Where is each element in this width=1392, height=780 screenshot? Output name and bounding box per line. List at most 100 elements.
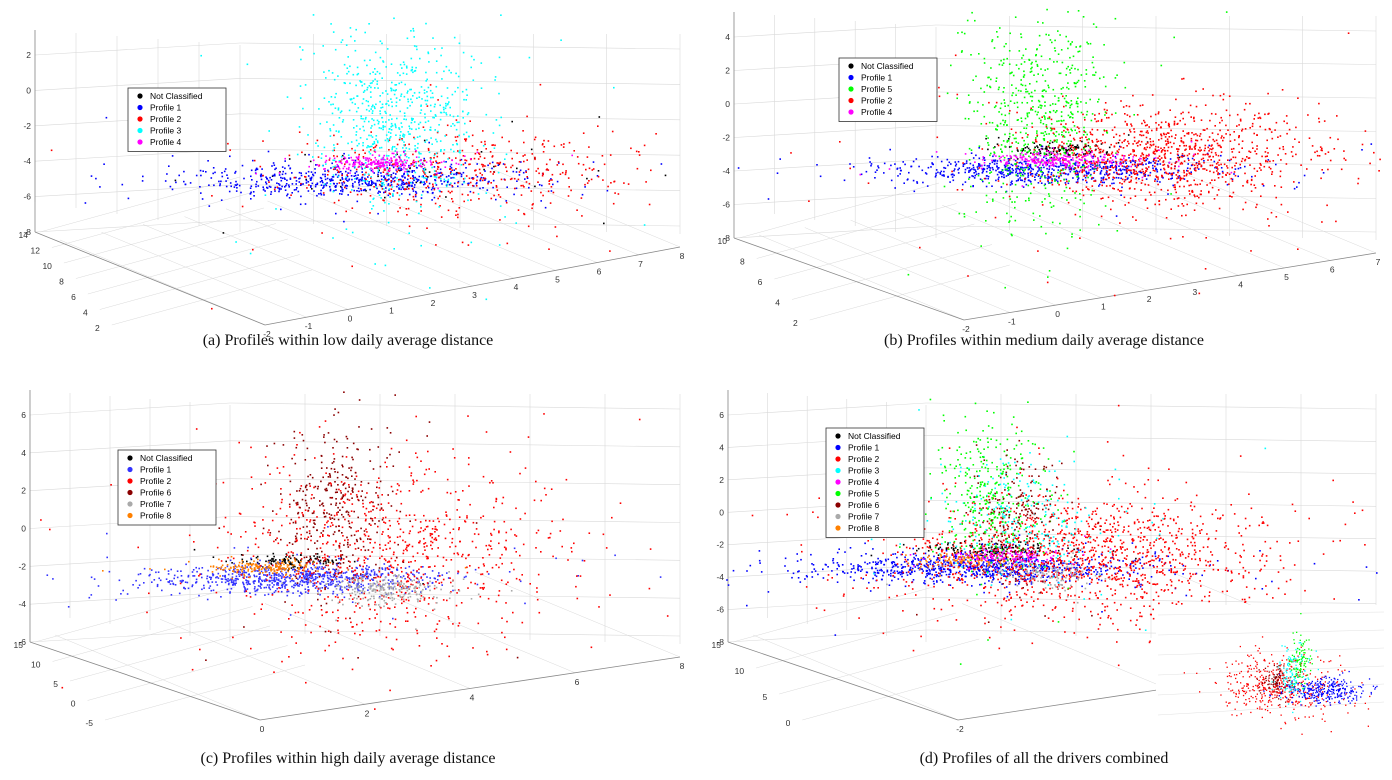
- data-point: [530, 190, 533, 192]
- data-point: [349, 172, 351, 174]
- legend-marker: [848, 97, 854, 104]
- data-point: [1154, 148, 1157, 150]
- data-point: [1044, 118, 1046, 120]
- data-point: [1087, 141, 1090, 144]
- data-point: [1161, 174, 1163, 177]
- data-point: [295, 183, 297, 185]
- data-point: [1051, 141, 1054, 144]
- data-point: [1060, 174, 1062, 177]
- data-point: [1242, 208, 1244, 211]
- data-point: [367, 100, 369, 103]
- data-point: [484, 177, 486, 180]
- data-point: [452, 115, 455, 118]
- data-point: [332, 166, 335, 168]
- data-point: [1087, 165, 1090, 167]
- data-point: [402, 181, 404, 184]
- data-point: [1144, 124, 1147, 127]
- data-point: [438, 162, 441, 164]
- data-point: [420, 244, 422, 247]
- data-point: [1179, 119, 1181, 122]
- data-point: [261, 168, 263, 170]
- data-point: [1135, 177, 1138, 179]
- data-point: [472, 79, 475, 81]
- data-point: [962, 165, 965, 167]
- data-point: [1023, 74, 1026, 76]
- data-point: [944, 167, 947, 169]
- data-point: [1075, 162, 1077, 164]
- data-point: [1268, 127, 1271, 130]
- data-point: [383, 184, 385, 186]
- data-point: [435, 176, 438, 179]
- data-point: [1052, 205, 1055, 207]
- data-point: [1177, 148, 1179, 150]
- data-point: [1169, 109, 1171, 111]
- data-point: [396, 185, 398, 188]
- data-point: [1062, 169, 1064, 171]
- data-point: [1065, 150, 1068, 152]
- data-point: [1026, 158, 1028, 161]
- data-point: [438, 206, 440, 208]
- data-point: [380, 172, 382, 174]
- data-point: [1051, 147, 1054, 149]
- data-point: [346, 161, 349, 164]
- data-point: [1038, 148, 1040, 151]
- data-point: [1142, 170, 1144, 173]
- data-point: [354, 49, 357, 52]
- data-point: [378, 121, 380, 123]
- data-point: [1049, 201, 1052, 204]
- data-point: [316, 194, 318, 197]
- data-point: [396, 162, 398, 165]
- data-point: [597, 175, 600, 178]
- data-point: [464, 140, 467, 142]
- data-point: [1160, 134, 1163, 137]
- data-point: [1100, 143, 1103, 145]
- data-point: [431, 143, 433, 145]
- data-point: [967, 275, 969, 277]
- data-point: [1046, 141, 1049, 143]
- data-point: [1191, 148, 1193, 150]
- data-point: [1011, 94, 1013, 97]
- data-point: [492, 173, 494, 175]
- data-point: [1183, 154, 1186, 157]
- data-point: [1006, 161, 1008, 163]
- data-point: [411, 119, 413, 121]
- data-point: [1077, 162, 1080, 164]
- data-point: [310, 185, 312, 187]
- data-point: [1174, 188, 1177, 191]
- data-point: [390, 184, 393, 186]
- data-point: [212, 172, 214, 175]
- data-point: [354, 40, 356, 42]
- data-point: [339, 179, 342, 181]
- data-point: [1066, 163, 1068, 165]
- data-point: [357, 174, 359, 176]
- data-point: [1092, 168, 1094, 170]
- data-point: [389, 137, 391, 139]
- data-point: [1070, 168, 1073, 171]
- data-point: [1084, 160, 1087, 163]
- data-point: [1241, 140, 1244, 142]
- data-point: [427, 147, 430, 150]
- caption-a: (a) Profiles within low daily average di…: [202, 332, 494, 349]
- data-point: [1129, 160, 1132, 162]
- data-point: [334, 168, 337, 170]
- data-point: [1165, 172, 1168, 175]
- data-point: [975, 171, 977, 173]
- data-point: [329, 186, 331, 188]
- data-point: [482, 187, 484, 189]
- data-point: [1081, 140, 1083, 143]
- data-point: [1139, 170, 1142, 172]
- data-point: [1189, 146, 1191, 149]
- data-point: [1016, 156, 1018, 159]
- data-point: [1035, 54, 1037, 56]
- data-point: [298, 181, 301, 183]
- data-point: [849, 167, 851, 170]
- data-point: [375, 135, 378, 137]
- data-point: [1121, 186, 1123, 189]
- data-point: [1252, 147, 1254, 149]
- data-point: [1108, 173, 1111, 175]
- data-point: [1197, 149, 1200, 151]
- data-point: [437, 99, 439, 101]
- data-point: [127, 197, 130, 200]
- data-point: [358, 184, 361, 186]
